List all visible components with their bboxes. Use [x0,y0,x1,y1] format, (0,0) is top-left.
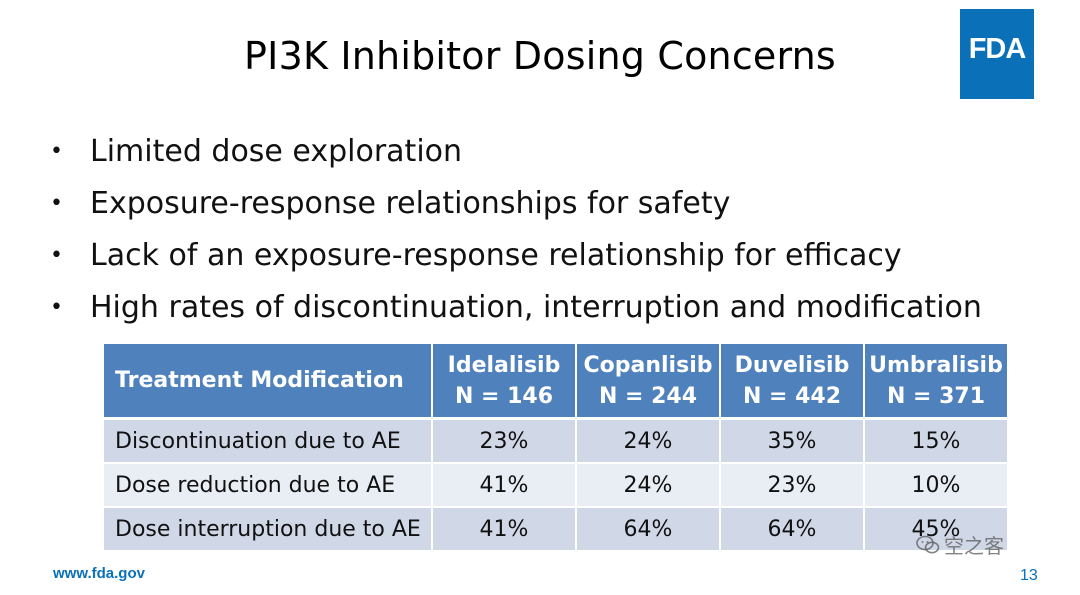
header-duvelisib: Duvelisib N = 442 [721,344,865,420]
table-cell: 41% [433,508,577,552]
row-label: Discontinuation due to AE [104,420,433,464]
wechat-icon [916,535,940,555]
row-label: Dose reduction due to AE [104,464,433,508]
watermark: 空之客 [916,530,1004,559]
table-row: Dose reduction due to AE 41% 24% 23% 10% [104,464,1007,508]
treatment-modification-table: Treatment Modification Idelalisib N = 14… [104,344,1007,552]
header-drug-n: N = 244 [598,383,698,409]
bullet-dot: • [50,191,63,216]
page-number: 13 [1020,567,1038,584]
table-cell: 24% [577,420,721,464]
header-drug-name: Copanlisib [583,352,713,378]
slide-title: PI3K Inhibitor Dosing Concerns [244,34,836,78]
header-umbralisib: Umbralisib N = 371 [865,344,1007,420]
table-row: Dose interruption due to AE 41% 64% 64% … [104,508,1007,552]
header-copanlisib: Copanlisib N = 244 [577,344,721,420]
bullet-item: • Exposure-response relationships for saf… [48,178,982,230]
bullet-dot: • [50,139,63,164]
table-header-row: Treatment Modification Idelalisib N = 14… [104,344,1007,420]
table-cell: 41% [433,464,577,508]
table-cell: 23% [433,420,577,464]
bullet-item: • Limited dose exploration [48,126,982,178]
table-row: Discontinuation due to AE 23% 24% 35% 15… [104,420,1007,464]
bullet-item: • Lack of an exposure-response relationsh… [48,230,982,282]
table-cell: 45% [865,508,1007,552]
footer-url: www.fda.gov [53,565,145,582]
table-cell: 64% [577,508,721,552]
header-treatment-modification: Treatment Modification [104,344,433,420]
bullet-dot: • [50,295,63,320]
bullet-item: • High rates of discontinuation, interrup… [48,282,982,334]
bullet-text: Limited dose exploration [90,134,463,169]
table-cell: 23% [721,464,865,508]
table-cell: 10% [865,464,1007,508]
bullet-text: Exposure-response relationships for safe… [90,186,731,221]
table-cell: 64% [721,508,865,552]
header-drug-n: N = 146 [454,383,554,409]
bullet-list: • Limited dose exploration • Exposure-resp… [48,126,982,334]
header-drug-name: Idelalisib [447,352,561,378]
header-idelalisib: Idelalisib N = 146 [433,344,577,420]
row-label: Dose interruption due to AE [104,508,433,552]
header-drug-n: N = 371 [886,383,986,409]
table-cell: 15% [865,420,1007,464]
watermark-text: 空之客 [944,534,1004,558]
fda-logo-text: FDA [968,33,1027,65]
header-drug-name: Umbralisib [869,352,1003,378]
bullet-text: High rates of discontinuation, interrupt… [90,290,982,325]
bullet-text: Lack of an exposure-response relationshi… [90,238,902,273]
table-cell: 35% [721,420,865,464]
fda-logo: FDA [960,9,1034,99]
header-drug-name: Duvelisib [734,352,850,378]
bullet-dot: • [50,243,63,268]
header-drug-n: N = 442 [742,383,842,409]
table-cell: 24% [577,464,721,508]
